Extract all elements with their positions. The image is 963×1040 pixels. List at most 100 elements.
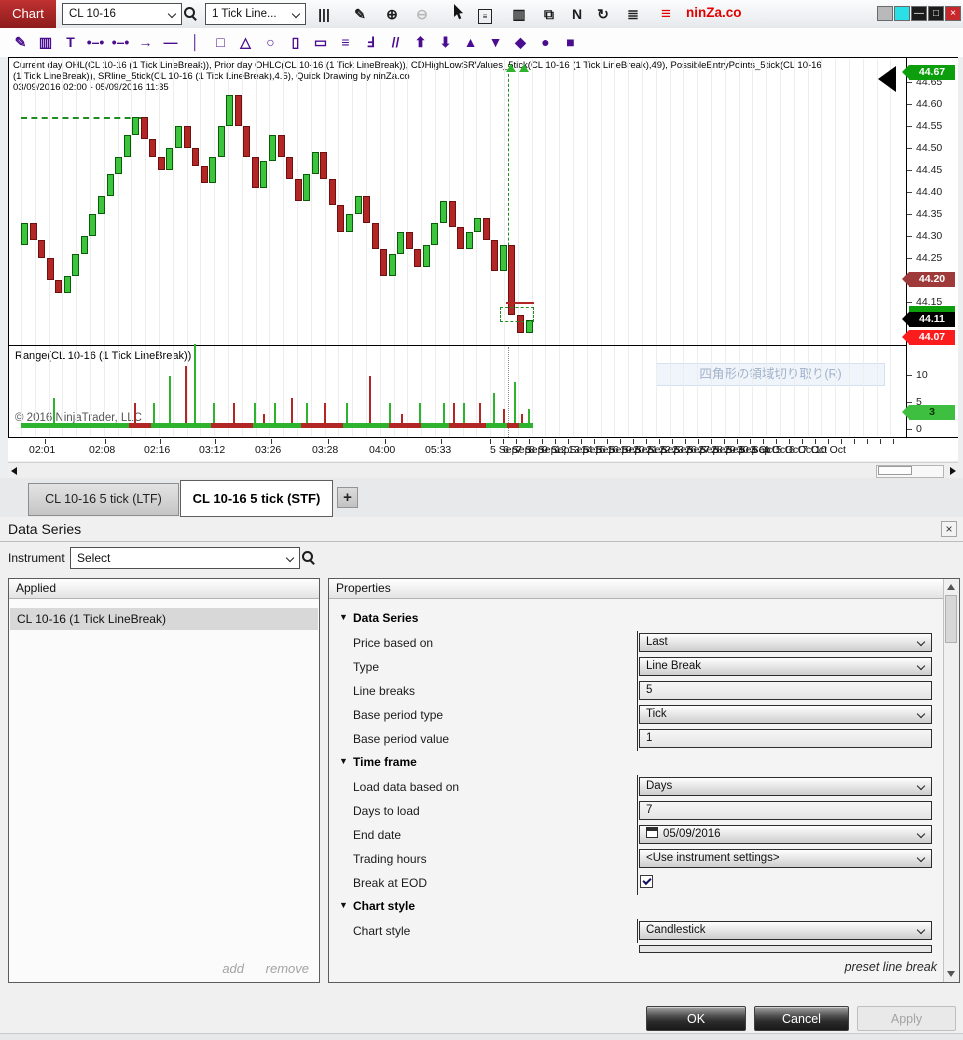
triangle-icon[interactable]: △: [240, 34, 251, 50]
tiles-icon[interactable]: ⧉: [544, 6, 554, 22]
interval-selector[interactable]: 1 Tick Line...: [205, 3, 306, 25]
add-tab-button[interactable]: +: [337, 487, 358, 508]
gridline: [697, 59, 699, 436]
square-marker-icon[interactable]: ■: [566, 34, 575, 50]
diamond-marker-icon[interactable]: ◆: [515, 34, 526, 50]
dot-marker-icon[interactable]: ●: [541, 34, 550, 50]
scroll-left-icon[interactable]: [11, 467, 17, 475]
extended-line-icon[interactable]: •–•: [86, 34, 105, 50]
time-tick-label: 05:33: [425, 444, 452, 456]
scroll-up-icon[interactable]: [947, 584, 955, 590]
theme-gray-button[interactable]: [877, 6, 893, 21]
vertical-line-icon[interactable]: │: [191, 34, 200, 50]
theme-cyan-button[interactable]: [894, 6, 910, 21]
region-highlight-x-icon[interactable]: ▯: [291, 34, 300, 50]
market-analyzer-icon[interactable]: ▥: [512, 6, 526, 22]
tab-cl-10-16-5-tick-stf[interactable]: CL 10-16 5 tick (STF): [180, 480, 333, 517]
price-tick-label: 44.45: [916, 164, 943, 176]
window-type-tab[interactable]: Chart: [0, 0, 56, 28]
fibonacci-icon[interactable]: Ⅎ: [366, 34, 375, 50]
pencil-icon[interactable]: ✎: [354, 6, 366, 22]
candle: [123, 134, 131, 157]
panel-divider[interactable]: [9, 345, 906, 346]
time-tick: [385, 439, 386, 444]
ellipse-icon[interactable]: ○: [266, 34, 275, 50]
chart-style-dropdown[interactable]: Candlestick: [639, 921, 932, 940]
tab-cl-10-16-5-tick-ltf[interactable]: CL 10-16 5 tick (LTF): [28, 483, 179, 516]
scroll-thumb[interactable]: [878, 466, 912, 475]
candle: [405, 231, 413, 250]
base-period-value-input[interactable]: 1: [639, 729, 932, 748]
close-icon[interactable]: ×: [941, 521, 957, 537]
section-collapse-icon[interactable]: ▼: [339, 900, 348, 910]
data-box-icon[interactable]: ≡: [474, 4, 496, 24]
zoom-in-icon[interactable]: ⊕: [386, 6, 398, 22]
apply-button[interactable]: Apply: [857, 1006, 956, 1031]
menu-icon[interactable]: ≡: [661, 4, 671, 23]
time-tick: [815, 439, 816, 444]
applied-series-item[interactable]: CL 10-16 (1 Tick LineBreak): [10, 608, 318, 630]
instrument-selector[interactable]: CL 10-16: [62, 3, 182, 25]
triangle-down-marker-icon[interactable]: ▼: [488, 34, 503, 50]
dialog-instrument-dropdown[interactable]: Select: [70, 547, 300, 569]
control-divider: [637, 775, 638, 799]
base-period-type-dropdown[interactable]: Tick: [639, 705, 932, 724]
break-at-eod-checkbox[interactable]: [640, 875, 653, 888]
triangle-up-marker-icon[interactable]: ▲: [463, 34, 478, 50]
time-axis[interactable]: 02:01 02:08 02:16 03:12 03:26 03:28 04:00 05:33…: [8, 438, 958, 461]
region-highlight-y-icon[interactable]: ▭: [313, 34, 328, 50]
gridline: [448, 59, 450, 436]
price-axis[interactable]: 44.65 44.60 44.55 44.50 44.45 44.40 44.35 44.30…: [902, 58, 958, 437]
horizontal-line-icon[interactable]: —: [163, 34, 178, 50]
price-tick: [907, 236, 912, 237]
vertical-scrollbar[interactable]: [943, 579, 959, 982]
time-tick: [105, 439, 106, 444]
close-button[interactable]: ×: [945, 6, 961, 21]
date-label-overlapped: 6 Sep: [503, 444, 531, 456]
arrow-up-icon[interactable]: ⬆: [414, 34, 427, 50]
gridline: [600, 59, 602, 436]
arrow-down-icon[interactable]: ⬇: [439, 34, 452, 50]
scroll-thumb[interactable]: [945, 595, 957, 643]
trend-channel-icon[interactable]: ≡: [341, 34, 350, 50]
remove-series-button[interactable]: remove: [265, 961, 309, 976]
ruler-icon[interactable]: ▥: [38, 34, 53, 50]
chart-bars-icon[interactable]: |||: [318, 6, 330, 22]
scroll-right-icon[interactable]: [950, 467, 956, 475]
chart-area[interactable]: Current day OHL(CL 10-16 (1 Tick LineBre…: [8, 57, 958, 438]
time-tick: [867, 439, 868, 444]
gridline: [517, 59, 519, 436]
minimize-button[interactable]: —: [911, 6, 927, 21]
log-icon[interactable]: ≣: [627, 6, 639, 22]
line-breaks-input[interactable]: 5: [639, 681, 932, 700]
section-collapse-icon[interactable]: ▼: [339, 756, 348, 766]
arrow-line-icon[interactable]: →: [138, 34, 153, 50]
zoom-out-icon[interactable]: ⊖: [416, 6, 428, 22]
reload-icon[interactable]: ↻: [597, 6, 609, 22]
horizontal-scrollbar[interactable]: [8, 462, 958, 479]
instrument-search-icon[interactable]: [183, 6, 198, 21]
parallel-lines-icon[interactable]: //: [391, 34, 400, 50]
pen-icon[interactable]: ✎: [14, 34, 27, 50]
add-series-button[interactable]: add: [222, 961, 245, 976]
ray-icon[interactable]: •–•: [111, 34, 130, 50]
maximize-button[interactable]: □: [928, 6, 944, 21]
cancel-button[interactable]: Cancel: [754, 1006, 849, 1031]
price-based-on-dropdown[interactable]: Last: [639, 633, 932, 652]
rectangle-icon[interactable]: □: [216, 34, 225, 50]
news-icon[interactable]: N: [571, 6, 583, 22]
days-to-load-input[interactable]: 7: [639, 801, 932, 820]
gridline: [255, 59, 257, 436]
load-data-based-on-dropdown[interactable]: Days: [639, 777, 932, 796]
ok-button[interactable]: OK: [646, 1006, 746, 1031]
trading-hours-dropdown[interactable]: <Use instrument settings>: [639, 849, 932, 868]
end-date-dropdown[interactable]: 05/09/2016: [639, 825, 932, 844]
section-collapse-icon[interactable]: ▼: [339, 612, 348, 622]
type-dropdown[interactable]: Line Break: [639, 657, 932, 676]
scroll-down-icon[interactable]: [947, 971, 955, 977]
range-spike: [291, 398, 293, 425]
text-icon[interactable]: T: [66, 34, 75, 50]
cursor-icon[interactable]: [447, 4, 469, 24]
properties-panel: Properties ▼ Data Series Price based on Las…: [328, 578, 960, 983]
dialog-instrument-search-icon[interactable]: [301, 550, 316, 565]
